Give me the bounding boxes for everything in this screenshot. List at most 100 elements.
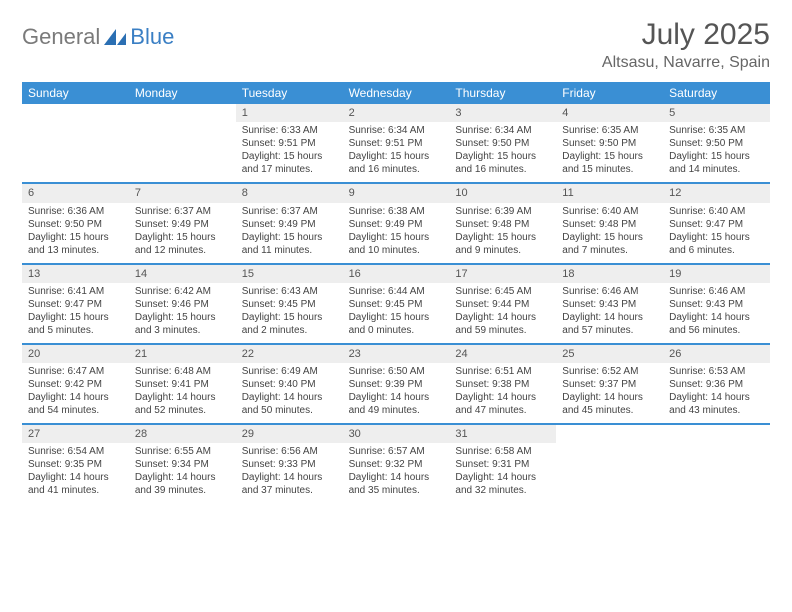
day-number: 25 <box>556 345 663 363</box>
brand-text-blue: Blue <box>130 24 174 50</box>
empty-cell <box>22 104 129 182</box>
title-block: July 2025 Altsasu, Navarre, Spain <box>602 18 770 72</box>
day-body: Sunrise: 6:40 AMSunset: 9:48 PMDaylight:… <box>556 203 663 263</box>
day-body: Sunrise: 6:41 AMSunset: 9:47 PMDaylight:… <box>22 283 129 343</box>
header: General Blue July 2025 Altsasu, Navarre,… <box>22 18 770 72</box>
day-body: Sunrise: 6:34 AMSunset: 9:51 PMDaylight:… <box>343 122 450 182</box>
sunset-text: Sunset: 9:40 PM <box>242 378 337 391</box>
day-body: Sunrise: 6:37 AMSunset: 9:49 PMDaylight:… <box>129 203 236 263</box>
day-number: 23 <box>343 345 450 363</box>
day-number: 30 <box>343 425 450 443</box>
sunset-text: Sunset: 9:38 PM <box>455 378 550 391</box>
day-number: 11 <box>556 184 663 202</box>
dow-saturday: Saturday <box>663 82 770 104</box>
day-body: Sunrise: 6:40 AMSunset: 9:47 PMDaylight:… <box>663 203 770 263</box>
sunset-text: Sunset: 9:48 PM <box>455 218 550 231</box>
daylight-text: Daylight: 14 hours and 45 minutes. <box>562 391 657 417</box>
day-number: 14 <box>129 265 236 283</box>
daylight-text: Daylight: 14 hours and 57 minutes. <box>562 311 657 337</box>
sunrise-text: Sunrise: 6:37 AM <box>242 205 337 218</box>
sunset-text: Sunset: 9:37 PM <box>562 378 657 391</box>
day-body: Sunrise: 6:51 AMSunset: 9:38 PMDaylight:… <box>449 363 556 423</box>
daylight-text: Daylight: 15 hours and 10 minutes. <box>349 231 444 257</box>
sunset-text: Sunset: 9:43 PM <box>562 298 657 311</box>
day-body: Sunrise: 6:46 AMSunset: 9:43 PMDaylight:… <box>663 283 770 343</box>
sunrise-text: Sunrise: 6:56 AM <box>242 445 337 458</box>
week-row: 13Sunrise: 6:41 AMSunset: 9:47 PMDayligh… <box>22 265 770 345</box>
day-body: Sunrise: 6:49 AMSunset: 9:40 PMDaylight:… <box>236 363 343 423</box>
day-number: 12 <box>663 184 770 202</box>
day-number: 19 <box>663 265 770 283</box>
day-number: 29 <box>236 425 343 443</box>
daylight-text: Daylight: 15 hours and 17 minutes. <box>242 150 337 176</box>
day-body: Sunrise: 6:55 AMSunset: 9:34 PMDaylight:… <box>129 443 236 503</box>
day-cell-10: 10Sunrise: 6:39 AMSunset: 9:48 PMDayligh… <box>449 184 556 262</box>
daylight-text: Daylight: 15 hours and 5 minutes. <box>28 311 123 337</box>
day-body: Sunrise: 6:48 AMSunset: 9:41 PMDaylight:… <box>129 363 236 423</box>
day-cell-16: 16Sunrise: 6:44 AMSunset: 9:45 PMDayligh… <box>343 265 450 343</box>
day-cell-24: 24Sunrise: 6:51 AMSunset: 9:38 PMDayligh… <box>449 345 556 423</box>
day-number: 8 <box>236 184 343 202</box>
day-number: 21 <box>129 345 236 363</box>
sail-icon <box>104 29 126 45</box>
daylight-text: Daylight: 15 hours and 16 minutes. <box>349 150 444 176</box>
sunrise-text: Sunrise: 6:35 AM <box>669 124 764 137</box>
day-cell-6: 6Sunrise: 6:36 AMSunset: 9:50 PMDaylight… <box>22 184 129 262</box>
day-cell-25: 25Sunrise: 6:52 AMSunset: 9:37 PMDayligh… <box>556 345 663 423</box>
day-cell-27: 27Sunrise: 6:54 AMSunset: 9:35 PMDayligh… <box>22 425 129 503</box>
daylight-text: Daylight: 14 hours and 32 minutes. <box>455 471 550 497</box>
sunrise-text: Sunrise: 6:45 AM <box>455 285 550 298</box>
sunrise-text: Sunrise: 6:38 AM <box>349 205 444 218</box>
sunset-text: Sunset: 9:32 PM <box>349 458 444 471</box>
sunset-text: Sunset: 9:31 PM <box>455 458 550 471</box>
daylight-text: Daylight: 14 hours and 50 minutes. <box>242 391 337 417</box>
day-cell-17: 17Sunrise: 6:45 AMSunset: 9:44 PMDayligh… <box>449 265 556 343</box>
day-number: 16 <box>343 265 450 283</box>
day-of-week-header: SundayMondayTuesdayWednesdayThursdayFrid… <box>22 82 770 104</box>
sunset-text: Sunset: 9:48 PM <box>562 218 657 231</box>
day-body: Sunrise: 6:36 AMSunset: 9:50 PMDaylight:… <box>22 203 129 263</box>
calendar: SundayMondayTuesdayWednesdayThursdayFrid… <box>22 82 770 503</box>
day-number: 26 <box>663 345 770 363</box>
sunrise-text: Sunrise: 6:51 AM <box>455 365 550 378</box>
daylight-text: Daylight: 14 hours and 59 minutes. <box>455 311 550 337</box>
sunset-text: Sunset: 9:50 PM <box>455 137 550 150</box>
sunrise-text: Sunrise: 6:49 AM <box>242 365 337 378</box>
day-body: Sunrise: 6:45 AMSunset: 9:44 PMDaylight:… <box>449 283 556 343</box>
day-cell-8: 8Sunrise: 6:37 AMSunset: 9:49 PMDaylight… <box>236 184 343 262</box>
day-body: Sunrise: 6:58 AMSunset: 9:31 PMDaylight:… <box>449 443 556 503</box>
sunrise-text: Sunrise: 6:33 AM <box>242 124 337 137</box>
location-subtitle: Altsasu, Navarre, Spain <box>602 54 770 72</box>
day-body: Sunrise: 6:52 AMSunset: 9:37 PMDaylight:… <box>556 363 663 423</box>
sunset-text: Sunset: 9:35 PM <box>28 458 123 471</box>
day-cell-14: 14Sunrise: 6:42 AMSunset: 9:46 PMDayligh… <box>129 265 236 343</box>
day-number: 17 <box>449 265 556 283</box>
day-cell-30: 30Sunrise: 6:57 AMSunset: 9:32 PMDayligh… <box>343 425 450 503</box>
daylight-text: Daylight: 15 hours and 12 minutes. <box>135 231 230 257</box>
sunset-text: Sunset: 9:49 PM <box>135 218 230 231</box>
dow-friday: Friday <box>556 82 663 104</box>
sunrise-text: Sunrise: 6:34 AM <box>455 124 550 137</box>
daylight-text: Daylight: 14 hours and 41 minutes. <box>28 471 123 497</box>
empty-cell <box>129 104 236 182</box>
day-number: 5 <box>663 104 770 122</box>
sunrise-text: Sunrise: 6:53 AM <box>669 365 764 378</box>
day-number: 22 <box>236 345 343 363</box>
sunset-text: Sunset: 9:41 PM <box>135 378 230 391</box>
daylight-text: Daylight: 15 hours and 9 minutes. <box>455 231 550 257</box>
dow-tuesday: Tuesday <box>236 82 343 104</box>
sunset-text: Sunset: 9:34 PM <box>135 458 230 471</box>
sunset-text: Sunset: 9:44 PM <box>455 298 550 311</box>
daylight-text: Daylight: 14 hours and 37 minutes. <box>242 471 337 497</box>
week-row: 27Sunrise: 6:54 AMSunset: 9:35 PMDayligh… <box>22 425 770 503</box>
daylight-text: Daylight: 15 hours and 14 minutes. <box>669 150 764 176</box>
dow-monday: Monday <box>129 82 236 104</box>
sunset-text: Sunset: 9:47 PM <box>28 298 123 311</box>
sunset-text: Sunset: 9:50 PM <box>562 137 657 150</box>
sunrise-text: Sunrise: 6:37 AM <box>135 205 230 218</box>
week-row: 1Sunrise: 6:33 AMSunset: 9:51 PMDaylight… <box>22 104 770 184</box>
day-cell-23: 23Sunrise: 6:50 AMSunset: 9:39 PMDayligh… <box>343 345 450 423</box>
brand-text-general: General <box>22 24 100 50</box>
sunset-text: Sunset: 9:49 PM <box>242 218 337 231</box>
day-number: 18 <box>556 265 663 283</box>
